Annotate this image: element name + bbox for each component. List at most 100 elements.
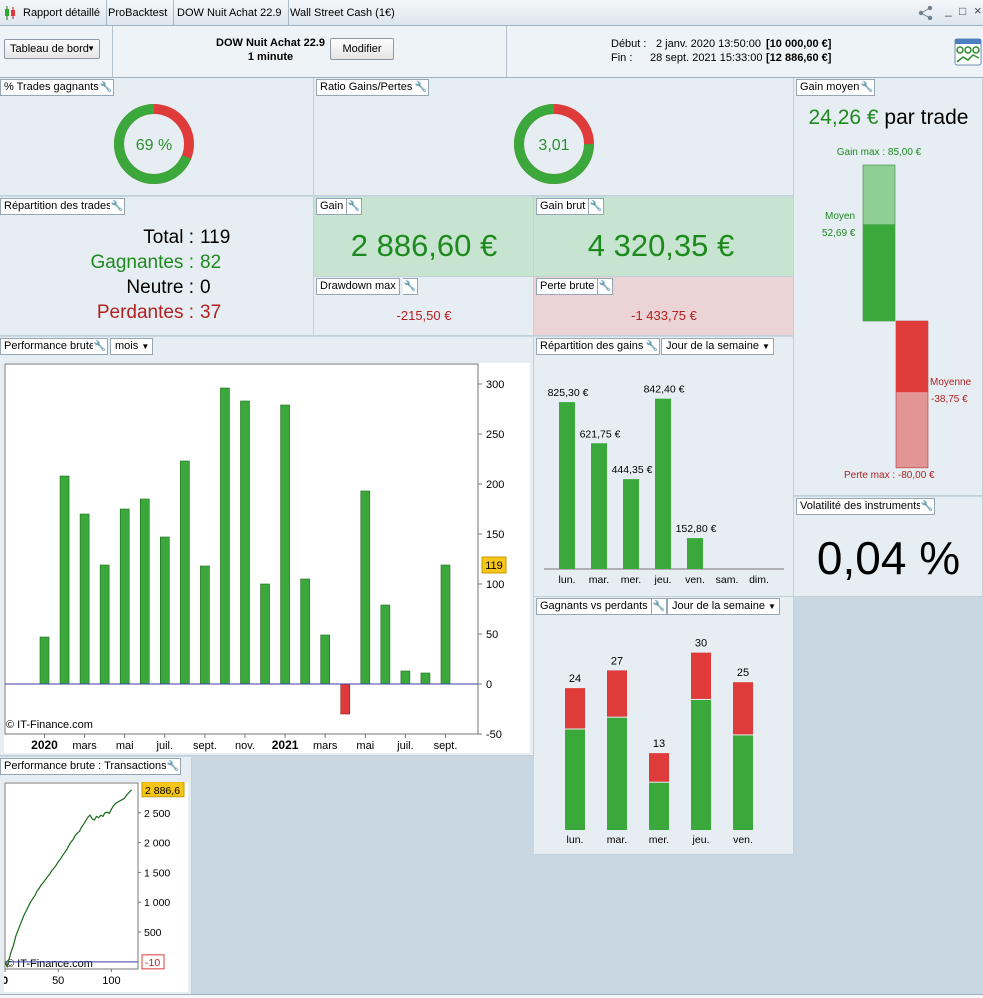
- equity-panel: Performance brute : Transactions 🔧 © IT-…: [0, 757, 192, 995]
- bar-f-vr-2021: [300, 578, 310, 685]
- x-tick-label: mai: [116, 740, 134, 752]
- win-rate-label: 69 %: [136, 137, 172, 154]
- plot-frame: [4, 782, 139, 970]
- wrench-icon[interactable]: 🔧: [860, 79, 875, 96]
- drawdown-value: -215,50 €: [396, 308, 452, 323]
- wrench-icon[interactable]: 🔧: [166, 758, 181, 775]
- total-value: 119: [200, 227, 231, 248]
- chevron-down-icon: ▼: [768, 602, 776, 611]
- close-icon[interactable]: ×: [974, 3, 982, 18]
- modify-button[interactable]: Modifier: [330, 38, 394, 60]
- bar-mars-2021: [320, 634, 331, 685]
- moyenne-value: -38,75 €: [931, 394, 968, 405]
- wrench-icon[interactable]: 🔧: [347, 198, 362, 215]
- bar-janv-2021: [280, 404, 290, 685]
- watermark: © IT-Finance.com: [6, 958, 93, 970]
- y-tick-label: 150: [486, 529, 504, 541]
- wrench-icon[interactable]: 🔧: [598, 278, 613, 295]
- bar-mer: [623, 479, 639, 569]
- x-tick-label: ven.: [685, 574, 705, 586]
- chevron-down-icon: ▼: [762, 342, 770, 351]
- x-tick-label: mer.: [621, 574, 641, 586]
- y-tick-label: 250: [486, 429, 504, 441]
- y-tick-label: 50: [486, 629, 498, 641]
- bar-avr-2021: [340, 683, 351, 715]
- wrench-icon[interactable]: 🔧: [403, 278, 418, 295]
- report-chart-icon[interactable]: [954, 38, 982, 66]
- tab-rapport-detaille[interactable]: Rapport détaillé: [17, 0, 108, 26]
- trade-breakdown-panel: Répartition des trades 🔧 Total : 119 Gag…: [0, 197, 314, 336]
- total-label: Total :: [143, 227, 194, 248]
- wrench-icon[interactable]: 🔧: [920, 498, 935, 515]
- wrench-icon[interactable]: 🔧: [110, 198, 125, 215]
- bar-ven: [687, 538, 703, 569]
- tab-probacktest[interactable]: ProBacktest: [102, 0, 175, 26]
- plot-frame: [4, 363, 479, 735]
- chevron-down-icon: ▼: [141, 342, 150, 351]
- volatility-title: Volatilité des instruments: [796, 498, 926, 515]
- gross-gain-title: Gain brut: [536, 198, 590, 215]
- end-label: Fin :: [611, 52, 633, 64]
- current-equity-badge: [141, 782, 185, 798]
- x-tick-label: 2021: [272, 738, 299, 752]
- x-tick-label: sept.: [193, 740, 217, 752]
- win-rate-donut: 69 %: [114, 104, 194, 184]
- drawdown-panel: Drawdown max 🔧 -215,50 €: [314, 277, 534, 336]
- wrench-icon[interactable]: 🔧: [93, 338, 108, 355]
- wrench-icon[interactable]: 🔧: [99, 79, 114, 96]
- wrench-icon[interactable]: 🔧: [589, 198, 604, 215]
- x-tick-label: nov.: [235, 740, 255, 752]
- header-divider: [112, 26, 113, 77]
- bar-value-label: 621,75 €: [580, 428, 621, 440]
- winners-losers-title: Gagnants vs perdants: [536, 598, 652, 615]
- gross-loss-title: Perte brute: [536, 278, 599, 295]
- wrench-icon[interactable]: 🔧: [652, 598, 667, 615]
- period-select[interactable]: mois ▼: [110, 338, 154, 355]
- gains-by-day-title: Répartition des gains: [536, 338, 648, 355]
- bar-sept-2021: [440, 564, 451, 685]
- ratio-panel: Ratio Gains/Pertes 🔧 3,01: [314, 78, 794, 196]
- dashboard-select[interactable]: Tableau de bord ▼: [4, 39, 100, 59]
- start-value: [10 000,00 €]: [766, 38, 832, 50]
- x-tick-label: mai: [356, 740, 374, 752]
- chart-background: [4, 363, 530, 753]
- bar-total-label: 25: [737, 667, 749, 679]
- weekday-select[interactable]: Jour de la semaine ▼: [661, 338, 774, 355]
- bar-losers-jeu: [691, 652, 711, 699]
- x-tick-label: jeu.: [692, 834, 710, 846]
- chevron-down-icon: ▼: [87, 44, 95, 53]
- x-tick-label: 50: [52, 975, 64, 987]
- y-tick-label: 1 500: [144, 867, 170, 879]
- bar-total-label: 30: [695, 638, 707, 650]
- bar-winners-mar: [607, 717, 627, 830]
- gains-by-day-panel: Répartition des gains 🔧 Jour de la semai…: [534, 337, 794, 597]
- bar-juil-2021: [400, 670, 411, 685]
- avg-gain-value: 24,26 €: [808, 106, 879, 129]
- wrench-icon[interactable]: 🔧: [645, 338, 660, 355]
- tab-strategy[interactable]: DOW Nuit Achat 22.9: [171, 0, 289, 26]
- bar-value-label: 444,35 €: [612, 464, 653, 476]
- bar-juil-2020: [160, 536, 170, 685]
- monthly-performance-chart: -50 0 50 100 150 200 250 300 2020 mars mai juil. sep…: [4, 363, 530, 753]
- equity-title: Performance brute : Transactions: [0, 758, 171, 775]
- minimize-icon[interactable]: _: [945, 3, 952, 17]
- gain-title: Gain: [316, 198, 348, 215]
- x-tick-label: dim.: [749, 574, 769, 586]
- x-tick-label: juil.: [156, 740, 174, 752]
- winners-label: Gagnantes :: [90, 252, 194, 273]
- weekday-select[interactable]: Jour de la semaine ▼: [667, 598, 780, 615]
- tab-instrument[interactable]: Wall Street Cash (1€): [290, 7, 395, 19]
- current-value-label: 119: [485, 560, 503, 572]
- report-header: Tableau de bord ▼ DOW Nuit Achat 22.9 1 …: [0, 26, 983, 78]
- bar-avr-2020: [99, 564, 110, 685]
- watermark: © IT-Finance.com: [6, 719, 93, 731]
- bar-mar: [591, 443, 607, 569]
- wrench-icon[interactable]: 🔧: [414, 79, 429, 96]
- x-tick-label: mar.: [589, 574, 609, 586]
- monthly-performance-title: Performance brute: [0, 338, 100, 355]
- share-icon[interactable]: [918, 5, 934, 21]
- maximize-icon[interactable]: □: [959, 4, 967, 18]
- win-rate-title: % Trades gagnants: [0, 79, 103, 96]
- status-strip: [0, 994, 983, 998]
- start-label: Début :: [611, 38, 647, 50]
